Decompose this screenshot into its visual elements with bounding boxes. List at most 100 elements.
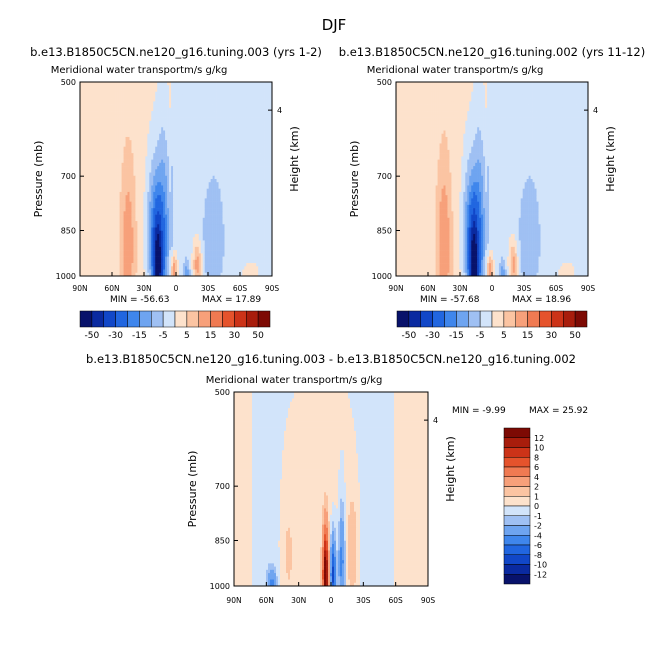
heatmap-cell	[217, 150, 219, 154]
heatmap-cell	[104, 124, 106, 128]
heatmap-cell	[108, 208, 110, 212]
heatmap-cell	[181, 173, 183, 177]
heatmap-cell	[199, 95, 201, 99]
heatmap-cell	[223, 140, 225, 144]
heatmap-cell	[100, 131, 102, 135]
heatmap-cell	[86, 150, 88, 154]
heatmap-cell	[213, 189, 215, 193]
heatmap-cell	[226, 173, 228, 177]
heatmap-cell	[187, 234, 189, 238]
heatmap-cell	[139, 95, 141, 99]
heatmap-cell	[258, 140, 260, 144]
heatmap-cell	[126, 240, 128, 244]
heatmap-cell	[254, 98, 256, 102]
heatmap-cell	[84, 231, 86, 235]
heatmap-cell	[191, 143, 193, 147]
heatmap-cell	[230, 95, 232, 99]
heatmap-cell	[175, 95, 177, 99]
heatmap-cell	[217, 208, 219, 212]
heatmap-cell	[179, 224, 181, 228]
heatmap-cell	[244, 173, 246, 177]
heatmap-cell	[244, 92, 246, 96]
heatmap-cell	[262, 156, 264, 160]
heatmap-cell	[163, 228, 165, 232]
heatmap-cell	[128, 173, 130, 177]
heatmap-cell	[262, 105, 264, 109]
heatmap-cell	[151, 215, 153, 219]
heatmap-cell	[211, 244, 213, 248]
heatmap-cell	[258, 173, 260, 177]
heatmap-cell	[122, 163, 124, 167]
heatmap-cell	[104, 202, 106, 206]
heatmap-cell	[139, 150, 141, 154]
heatmap-cell	[203, 234, 205, 238]
heatmap-cell	[248, 211, 250, 215]
heatmap-cell	[197, 182, 199, 186]
heatmap-cell	[211, 127, 213, 131]
heatmap-cell	[219, 189, 221, 193]
heatmap-cell	[110, 189, 112, 193]
heatmap-cell	[102, 182, 104, 186]
heatmap-cell	[143, 92, 145, 96]
heatmap-cell	[217, 179, 219, 183]
heatmap-cell	[135, 163, 137, 167]
heatmap-cell	[213, 124, 215, 128]
heatmap-cell	[183, 111, 185, 115]
heatmap-cell	[129, 224, 131, 228]
heatmap-cell	[205, 137, 207, 141]
heatmap-cell	[177, 153, 179, 157]
heatmap-cell	[118, 134, 120, 138]
heatmap-cell	[223, 198, 225, 202]
heatmap-cell	[244, 189, 246, 193]
heatmap-cell	[177, 218, 179, 222]
heatmap-cell	[112, 202, 114, 206]
heatmap-cell	[268, 228, 270, 232]
heatmap-cell	[104, 185, 106, 189]
heatmap-cell	[124, 134, 126, 138]
heatmap-cell	[120, 240, 122, 244]
heatmap-cell	[82, 208, 84, 212]
heatmap-cell	[108, 182, 110, 186]
heatmap-cell	[228, 127, 230, 131]
heatmap-cell	[86, 137, 88, 141]
heatmap-cell	[266, 118, 268, 122]
heatmap-cell	[195, 163, 197, 167]
heatmap-cell	[167, 176, 169, 180]
heatmap-cell	[153, 215, 155, 219]
heatmap-cell	[203, 85, 205, 89]
heatmap-cell	[167, 240, 169, 244]
heatmap-cell	[128, 111, 130, 115]
heatmap-cell	[149, 140, 151, 144]
heatmap-cell	[260, 147, 262, 151]
heatmap-cell	[205, 124, 207, 128]
heatmap-cell	[195, 215, 197, 219]
heatmap-cell	[262, 202, 264, 206]
heatmap-cell	[116, 82, 118, 86]
heatmap-cell	[262, 176, 264, 180]
heatmap-cell	[246, 153, 248, 157]
heatmap-cell	[191, 147, 193, 151]
heatmap-cell	[86, 101, 88, 105]
heatmap-cell	[100, 134, 102, 138]
heatmap-cell	[193, 218, 195, 222]
heatmap-cell	[82, 143, 84, 147]
heatmap-cell	[252, 205, 254, 209]
heatmap-cell	[167, 211, 169, 215]
heatmap-cell	[108, 247, 110, 251]
heatmap-cell	[133, 153, 135, 157]
heatmap-cell	[147, 114, 149, 118]
heatmap-cell	[258, 244, 260, 248]
heatmap-cell	[248, 231, 250, 235]
heatmap-cell	[163, 221, 165, 225]
heatmap-cell	[228, 179, 230, 183]
heatmap-cell	[179, 82, 181, 86]
heatmap-cell	[137, 218, 139, 222]
heatmap-cell	[189, 108, 191, 112]
heatmap-cell	[129, 147, 131, 151]
heatmap-cell	[167, 182, 169, 186]
heatmap-cell	[110, 211, 112, 215]
heatmap-cell	[131, 173, 133, 177]
heatmap-cell	[171, 153, 173, 157]
heatmap-cell	[118, 137, 120, 141]
heatmap-cell	[232, 147, 234, 151]
